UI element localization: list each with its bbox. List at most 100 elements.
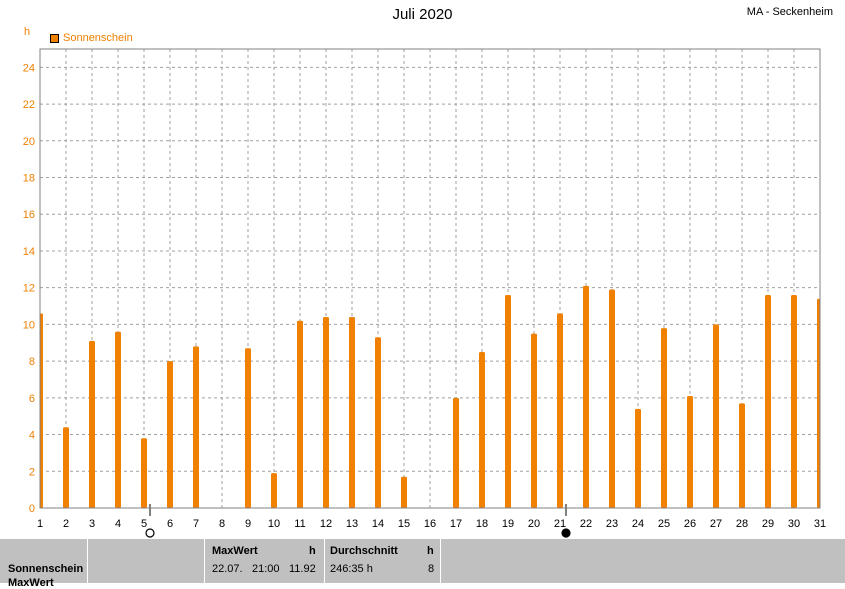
legend-swatch	[50, 33, 59, 43]
legend: Sonnenschein	[50, 32, 133, 44]
bar-17	[453, 397, 459, 508]
bar-30	[791, 295, 797, 508]
y-tick-label: 14	[23, 246, 35, 258]
x-tick-labels: 1 2 3 4 5 6 7 8 9 10 11 12 13 14 15 16 17 18 19 20 21 22 23 24 2…	[37, 518, 826, 530]
x-tick-label: 13	[346, 518, 358, 530]
bar-15	[401, 476, 407, 508]
bar-28	[739, 403, 745, 508]
bar-3	[89, 340, 95, 508]
x-tick-label: 10	[268, 518, 280, 530]
x-tick-label: 4	[115, 518, 121, 530]
chart-title: Juli 2020	[392, 6, 453, 23]
station-name: MA - Seckenheim	[746, 6, 833, 18]
bar-7	[193, 346, 199, 508]
y-tick-label: 18	[23, 173, 35, 185]
x-tick-label: 8	[219, 518, 225, 530]
stats-empty-cell	[88, 539, 205, 583]
bar-23	[609, 289, 615, 508]
x-tick-label: 3	[89, 518, 95, 530]
x-tick-label: 5	[141, 518, 147, 530]
x-tick-label: 11	[294, 518, 305, 530]
bar-14	[375, 337, 381, 508]
avg-count: 8	[428, 563, 435, 575]
avg-unit: h	[427, 545, 434, 557]
max-time: 21:00	[252, 563, 280, 575]
x-tick-label: 2	[63, 518, 69, 530]
bar-29	[765, 295, 771, 508]
bar-12	[323, 317, 329, 508]
bar-11	[297, 320, 303, 508]
bar-1	[40, 313, 43, 508]
y-tick-label: 16	[23, 209, 35, 221]
max-date: 22.07.	[212, 563, 243, 575]
legend-label: Sonnenschein	[63, 32, 133, 44]
x-tick-label: 31	[814, 518, 826, 530]
x-tick-label: 23	[606, 518, 618, 530]
y-tick-label: 24	[23, 62, 35, 74]
avg-header: Durchschnitt	[330, 545, 398, 557]
bar-26	[687, 396, 693, 508]
x-tick-label: 7	[193, 518, 199, 530]
bar-24	[635, 408, 641, 508]
bars	[40, 285, 820, 509]
x-tick-label: 19	[502, 518, 514, 530]
bar-6	[167, 361, 173, 508]
x-tick-label: 20	[528, 518, 540, 530]
y-tick-label: 22	[23, 99, 35, 111]
statistics-panel: Sonnenschein MaxWert MaxWert h 22.07. 21…	[0, 539, 845, 589]
x-tick-label: 9	[245, 518, 251, 530]
bar-19	[505, 295, 511, 508]
x-tick-label: 28	[736, 518, 748, 530]
bar-2	[63, 427, 69, 508]
y-axis-unit: h	[24, 26, 31, 38]
stats-row-label: Sonnenschein	[8, 563, 84, 575]
bar-22	[583, 285, 589, 508]
y-tick-label: 2	[29, 466, 35, 478]
y-tick-label: 6	[29, 393, 35, 405]
full-moon-icon	[145, 528, 155, 538]
x-tick-label: 1	[37, 518, 43, 530]
new-moon-icon	[561, 528, 571, 538]
bar-27	[713, 324, 719, 508]
bar-13	[349, 317, 355, 508]
plot-frame	[39, 48, 821, 509]
y-tick-label: 4	[29, 430, 35, 442]
avg-value: 246:35 h	[330, 563, 373, 575]
x-tick-label: 16	[424, 518, 436, 530]
bar-4	[115, 331, 121, 508]
stats-row-label-2: MaxWert	[8, 577, 54, 589]
x-tick-label: 6	[167, 518, 173, 530]
grid	[40, 49, 820, 508]
x-tick-label: 24	[632, 518, 644, 530]
x-tick-label: 12	[320, 518, 332, 530]
max-value: 11.92	[289, 563, 316, 575]
bar-10	[271, 473, 277, 508]
bar-9	[245, 348, 251, 508]
moon-markers	[145, 504, 571, 538]
y-tick-label: 0	[29, 503, 35, 515]
x-tick-label: 21	[554, 518, 566, 530]
x-tick-label: 22	[580, 518, 592, 530]
bar-20	[531, 333, 537, 508]
bar-18	[479, 351, 485, 508]
y-tick-label: 20	[23, 136, 35, 148]
y-tick-label: 12	[23, 283, 35, 295]
x-tick-label: 14	[372, 518, 384, 530]
x-tick-label: 18	[476, 518, 488, 530]
max-header: MaxWert	[212, 545, 258, 557]
bar-25	[661, 328, 667, 508]
x-tick-label: 26	[684, 518, 696, 530]
stats-avg-cell: Durchschnitt h 246:35 h 8	[325, 539, 441, 583]
x-tick-label: 17	[450, 518, 462, 530]
y-tick-label: 10	[23, 319, 35, 331]
x-tick-label: 29	[762, 518, 774, 530]
y-tick-label: 8	[29, 356, 35, 368]
x-tick-label: 27	[710, 518, 722, 530]
stats-label-cell: Sonnenschein MaxWert	[0, 539, 88, 589]
stats-max-cell: MaxWert h 22.07. 21:00 11.92	[205, 539, 325, 583]
max-unit: h	[309, 545, 316, 557]
x-tick-label: 30	[788, 518, 800, 530]
x-tick-label: 15	[398, 518, 410, 530]
